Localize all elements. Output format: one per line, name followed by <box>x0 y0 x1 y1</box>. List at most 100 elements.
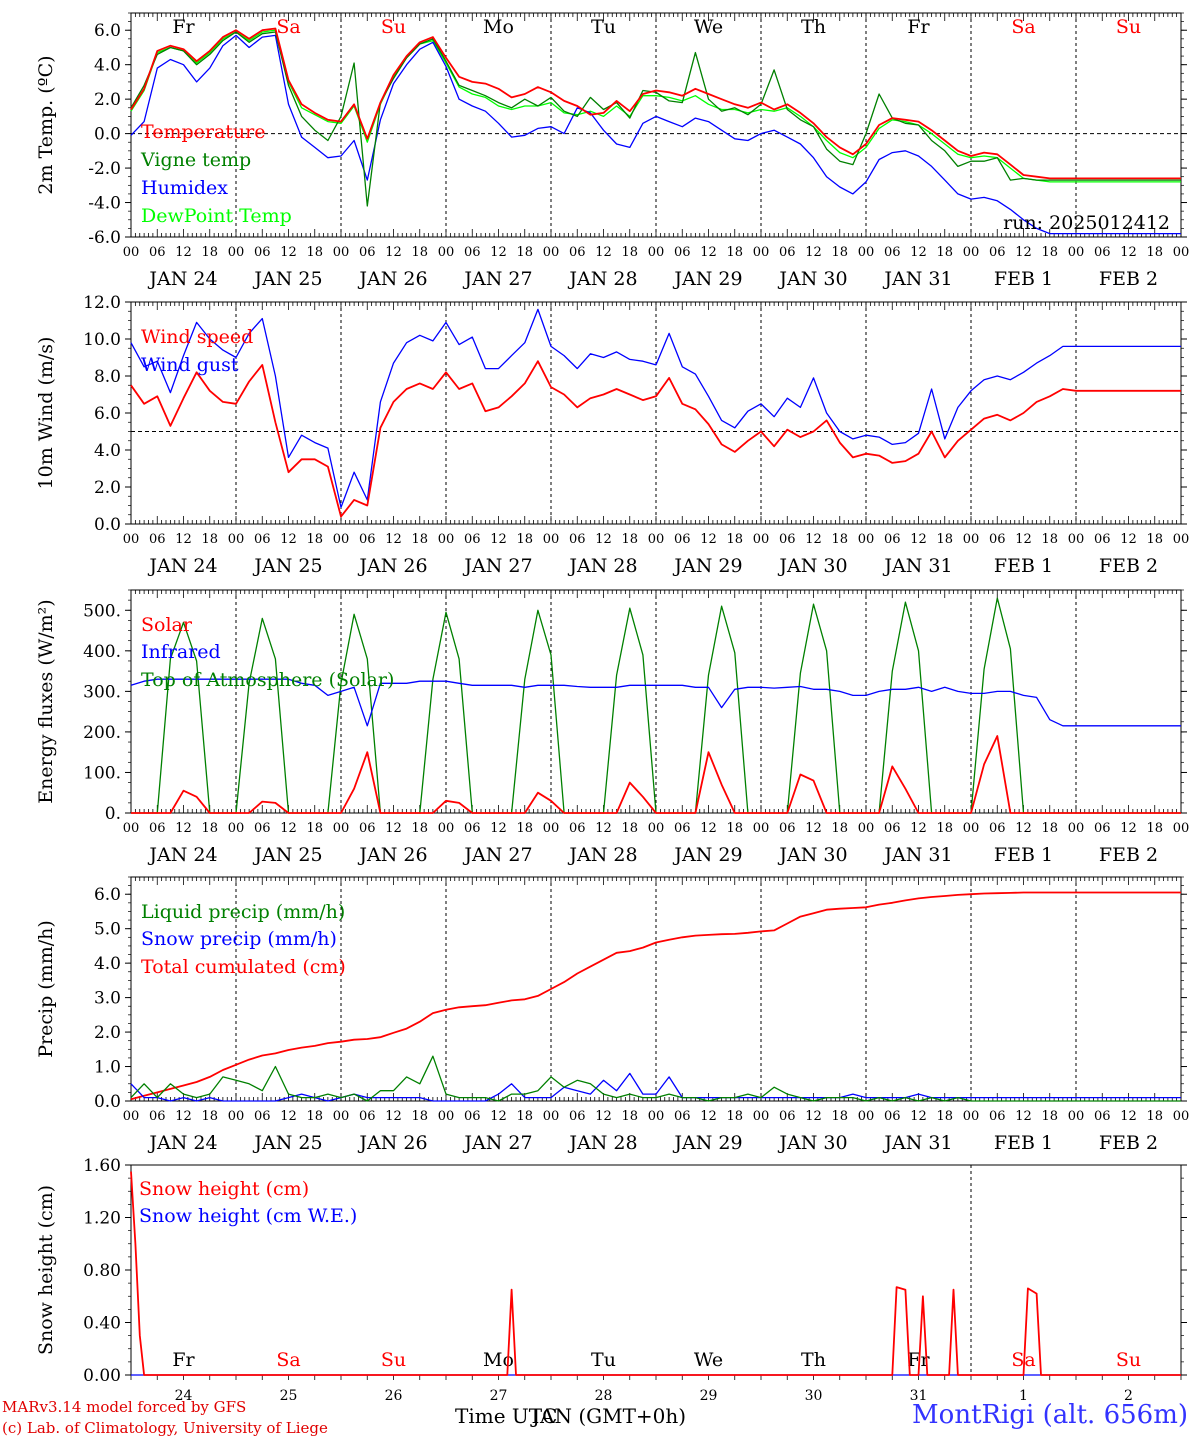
hour-tick-label: 00 <box>1173 821 1190 836</box>
hour-tick-label: 06 <box>464 532 481 547</box>
hour-tick-label: 00 <box>963 245 980 260</box>
hour-tick-label: 00 <box>1068 1109 1085 1124</box>
hour-tick-label: 06 <box>674 245 691 260</box>
y-tick-label: 6.0 <box>94 404 121 424</box>
hour-tick-label: 00 <box>858 821 875 836</box>
hour-tick-label: 12 <box>385 245 402 260</box>
hour-tick-label: 12 <box>910 532 927 547</box>
y-tick-label: 4.0 <box>94 441 121 461</box>
y-tick-label: -2.0 <box>88 159 121 179</box>
hour-tick-label: 18 <box>936 245 953 260</box>
hour-tick-label: 12 <box>700 1109 717 1124</box>
hour-tick-label: 00 <box>333 1109 350 1124</box>
y-axis-label: Energy fluxes (W/m²) <box>35 599 57 803</box>
hour-tick-label: 12 <box>595 532 612 547</box>
hour-tick-label: 06 <box>1094 532 1111 547</box>
series-line <box>130 360 1181 518</box>
series-line <box>130 1055 1181 1102</box>
hour-tick-label: 18 <box>201 821 218 836</box>
gmt-axis-label: JAN (GMT+0h) <box>532 1404 687 1428</box>
hour-tick-label: 18 <box>936 532 953 547</box>
hour-tick-label: 06 <box>149 821 166 836</box>
hour-tick-label: 12 <box>700 245 717 260</box>
hour-tick-label: 00 <box>1173 532 1190 547</box>
hour-tick-label: 06 <box>1094 245 1111 260</box>
legend-entry: Snow height (cm) <box>139 1178 309 1200</box>
hour-tick-label: 00 <box>438 245 455 260</box>
hour-tick-label: 12 <box>280 532 297 547</box>
hour-tick-label: 18 <box>936 821 953 836</box>
day-label: FEB 2 <box>1099 844 1158 866</box>
model-credit: MARv3.14 model forced by GFS <box>2 1398 247 1416</box>
hour-tick-label: 12 <box>1015 821 1032 836</box>
hour-tick-label: 18 <box>516 532 533 547</box>
day-label: JAN 29 <box>672 268 742 290</box>
hour-tick-label: 06 <box>569 1109 586 1124</box>
day-label: JAN 29 <box>672 1132 742 1154</box>
hour-tick-label: 18 <box>621 532 638 547</box>
hour-tick-label: 12 <box>175 821 192 836</box>
hour-tick-label: 00 <box>753 821 770 836</box>
hour-tick-label: 06 <box>1094 1109 1111 1124</box>
weekday-label: Su <box>1116 1349 1141 1371</box>
y-tick-label: 4.0 <box>94 56 121 76</box>
day-label: JAN 26 <box>357 268 427 290</box>
series-line <box>130 31 1181 207</box>
y-tick-label: 200. <box>83 723 121 743</box>
weekday-label: Tu <box>591 1349 616 1371</box>
hour-tick-label: 12 <box>490 245 507 260</box>
y-tick-label: 1.20 <box>83 1209 121 1229</box>
hour-tick-label: 00 <box>753 245 770 260</box>
weekday-label: We <box>694 16 723 38</box>
hour-tick-label: 06 <box>254 245 271 260</box>
hour-tick-label: 06 <box>989 1109 1006 1124</box>
hour-tick-label: 00 <box>438 1109 455 1124</box>
series-line <box>130 1072 1181 1102</box>
y-tick-label: 0.40 <box>83 1314 121 1334</box>
day-label: FEB 1 <box>994 555 1053 577</box>
day-label: JAN 30 <box>777 268 847 290</box>
hour-tick-label: 00 <box>648 245 665 260</box>
day-number-label: 27 <box>490 1388 508 1404</box>
hour-tick-label: 00 <box>858 1109 875 1124</box>
hour-tick-label: 18 <box>306 532 323 547</box>
hour-tick-label: 12 <box>805 245 822 260</box>
hour-tick-label: 12 <box>1120 1109 1137 1124</box>
day-number-label: 24 <box>175 1388 193 1404</box>
y-tick-label: 5.0 <box>94 920 121 940</box>
hour-tick-label: 12 <box>175 532 192 547</box>
hour-tick-label: 12 <box>700 821 717 836</box>
hour-tick-label: 18 <box>201 245 218 260</box>
hour-tick-label: 12 <box>595 245 612 260</box>
hour-tick-label: 06 <box>464 245 481 260</box>
weekday-label: Fr <box>907 16 930 38</box>
day-label: JAN 25 <box>252 555 322 577</box>
y-tick-label: 6.0 <box>94 885 121 905</box>
y-tick-label: 0.00 <box>83 1366 121 1386</box>
day-label: JAN 25 <box>252 1132 322 1154</box>
hour-tick-label: 18 <box>201 532 218 547</box>
hour-tick-label: 00 <box>543 532 560 547</box>
hour-tick-label: 12 <box>175 245 192 260</box>
hour-tick-label: 18 <box>621 1109 638 1124</box>
hour-tick-label: 00 <box>228 532 245 547</box>
hour-tick-label: 06 <box>989 821 1006 836</box>
hour-tick-label: 06 <box>464 821 481 836</box>
hour-tick-label: 06 <box>569 245 586 260</box>
hour-tick-label: 06 <box>569 532 586 547</box>
hour-tick-label: 06 <box>884 245 901 260</box>
series-line <box>130 678 1181 727</box>
day-label: JAN 27 <box>462 1132 532 1154</box>
y-axis-label: Precip (mm/h) <box>35 920 57 1058</box>
hour-tick-label: 18 <box>1041 532 1058 547</box>
series-line <box>130 27 1181 180</box>
hour-tick-label: 06 <box>779 1109 796 1124</box>
hour-tick-label: 00 <box>858 532 875 547</box>
day-label: JAN 24 <box>147 268 217 290</box>
day-label: JAN 28 <box>567 1132 637 1154</box>
hour-tick-label: 18 <box>621 245 638 260</box>
hour-tick-label: 12 <box>280 1109 297 1124</box>
legend-entry: Snow precip (mm/h) <box>141 928 337 950</box>
hour-tick-label: 00 <box>858 245 875 260</box>
y-tick-label: 1.60 <box>83 1156 121 1176</box>
